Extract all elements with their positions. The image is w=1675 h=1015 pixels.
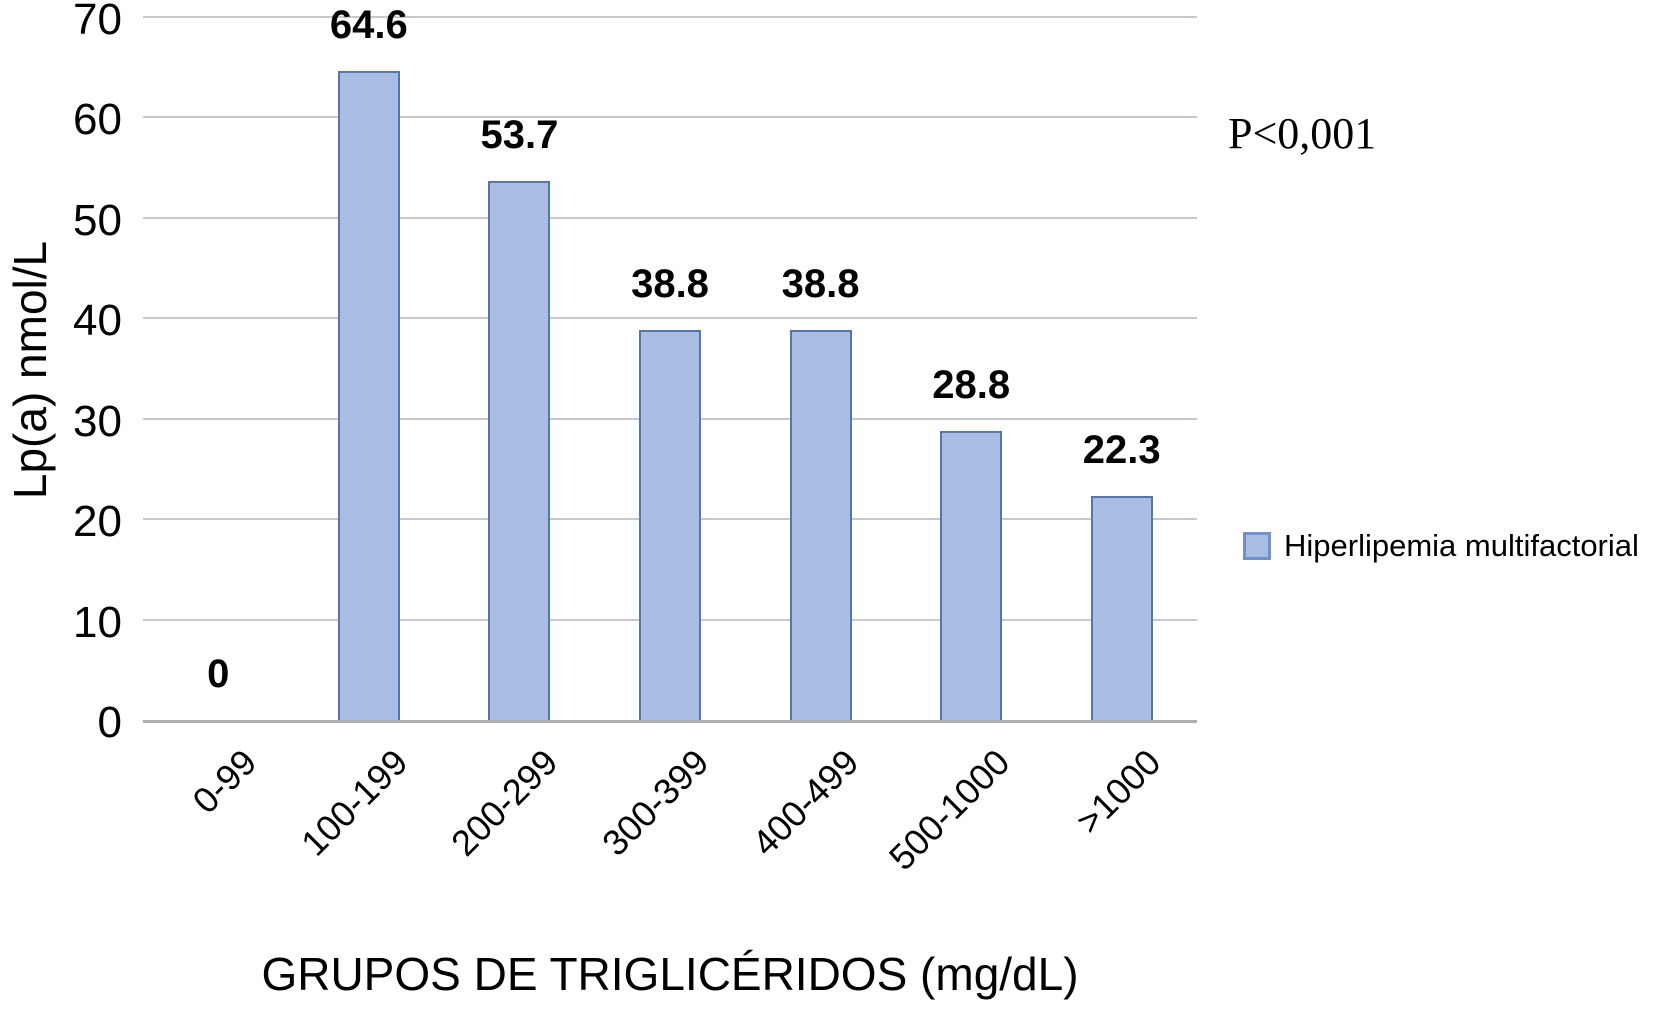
x-label-6: >1000 (1067, 741, 1169, 842)
x-label-2: 200-299 (443, 741, 566, 864)
value-label-4: 38.8 (781, 262, 860, 307)
bar-4 (789, 330, 852, 720)
y-tick-60: 60 (73, 95, 122, 145)
value-label-0: 0 (207, 652, 230, 696)
x-label-5: 500-1000 (880, 741, 1018, 878)
value-label-1: 64.6 (329, 3, 408, 48)
x-label-3: 300-399 (593, 741, 717, 864)
bar-6 (1090, 496, 1153, 720)
bar-1 (337, 71, 400, 720)
x-axis-title: GRUPOS DE TRIGLICÉRIDOS (mg/dL) (261, 948, 1079, 1000)
y-tick-40: 40 (73, 296, 122, 346)
value-label-3: 38.8 (631, 262, 709, 307)
gridline-40 (143, 317, 1197, 320)
y-tick-30: 30 (73, 396, 122, 446)
gridline-70 (143, 16, 1197, 18)
p-value-annotation: P<0,001 (1228, 109, 1377, 158)
value-label-6: 22.3 (1082, 428, 1161, 473)
y-tick-50: 50 (73, 195, 122, 245)
bar-3 (639, 330, 701, 720)
value-label-2: 53.7 (480, 112, 559, 157)
x-label-0: 0-99 (184, 741, 265, 822)
legend: Hiperlipemia multifactorial (1243, 528, 1639, 563)
y-tick-10: 10 (73, 597, 122, 647)
legend-label: Hiperlipemia multifactorial (1284, 528, 1639, 563)
plot-area: 0 64.6 53.7 38.8 38.8 28.8 22.3 (143, 5, 1197, 723)
value-label-5: 28.8 (932, 362, 1011, 407)
y-tick-70: 70 (73, 0, 122, 44)
x-label-4: 400-499 (744, 741, 867, 864)
legend-swatch (1243, 532, 1271, 561)
gridline-50 (143, 216, 1197, 219)
gridline-60 (143, 116, 1197, 119)
y-tick-20: 20 (73, 497, 122, 547)
bar-5 (940, 430, 1003, 720)
x-label-1: 100-199 (292, 741, 416, 864)
bar-2 (488, 180, 551, 720)
y-tick-0: 0 (97, 698, 122, 747)
